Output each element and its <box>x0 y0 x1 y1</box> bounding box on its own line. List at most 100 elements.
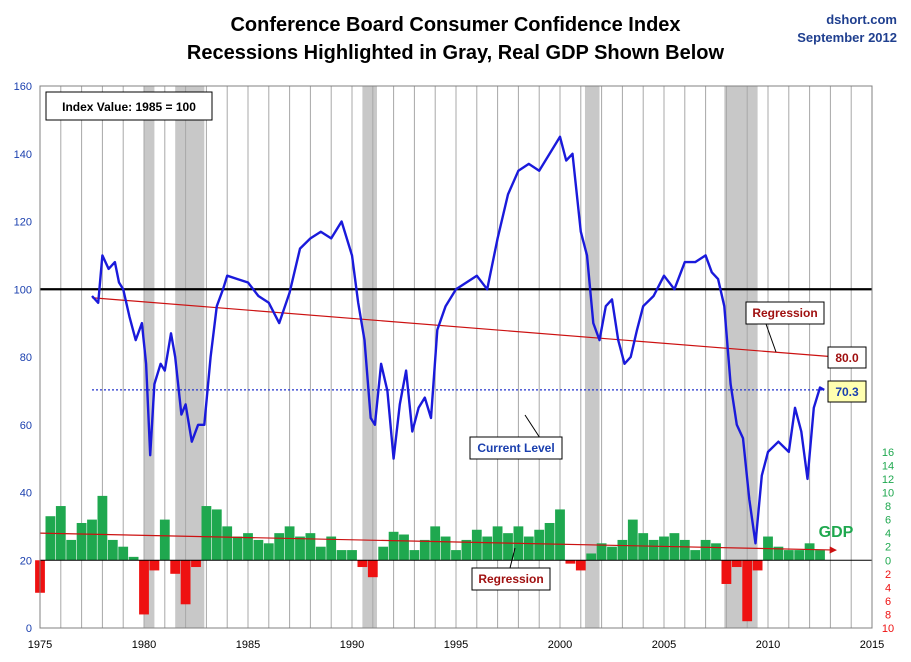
x-tick-label: 2000 <box>548 639 572 651</box>
recession-band <box>584 86 600 628</box>
gdp-bar-positive <box>45 516 56 561</box>
gdp-bar-positive <box>253 539 264 561</box>
gdp-bar-positive <box>690 550 701 561</box>
plot-frame <box>39 85 873 629</box>
gdp-bar-negative <box>575 560 586 571</box>
gdp-bar-positive <box>773 546 784 561</box>
y-tick-label-left: 140 <box>14 149 32 161</box>
gdp-bar-positive <box>815 550 825 561</box>
gdp-bar-negative <box>139 560 149 615</box>
gdp-bar-positive <box>679 539 690 561</box>
gdp-bar-negative <box>367 560 378 578</box>
gdp-bar-positive <box>76 522 87 561</box>
gdp-bar-positive <box>617 539 628 561</box>
gdp-bar-positive <box>419 539 430 561</box>
source-label: dshort.com <box>826 12 897 27</box>
gdp-bar-positive <box>118 546 129 561</box>
recession-band <box>144 86 155 628</box>
gdp-bar-positive <box>66 539 77 561</box>
gdp-tick-label-negative: 6 <box>885 596 891 608</box>
gdp-bar-positive <box>503 533 513 561</box>
x-tick-label: 1975 <box>28 639 52 651</box>
gdp-bar-positive <box>555 509 565 561</box>
gdp-bar-positive <box>97 495 108 561</box>
gdp-bar-positive <box>794 550 805 561</box>
regression-callout-bottom: Regression <box>471 547 551 591</box>
gdp-bar-positive <box>659 536 669 561</box>
gdp-tick-label-positive: 8 <box>885 501 891 513</box>
gdp-bar-negative <box>721 560 732 584</box>
gdp-bar-positive <box>305 533 316 561</box>
gdp-bar-positive <box>388 531 399 561</box>
gdp-bar-positive <box>87 519 97 561</box>
regression-callout-top: Regression <box>745 301 825 353</box>
y-tick-label-left: 40 <box>20 488 32 500</box>
gdp-tick-label-negative: 8 <box>885 609 891 621</box>
y-tick-label-left: 120 <box>14 217 32 229</box>
gdp-bar-positive <box>648 539 659 561</box>
regression-value-text: 80.0 <box>835 351 859 365</box>
gdp-bar-negative <box>357 560 368 568</box>
gdp-bar-positive <box>451 550 461 561</box>
gdp-bar-negative <box>149 560 160 571</box>
gdp-tick-label-negative: 4 <box>885 582 891 594</box>
date-label: September 2012 <box>797 30 897 45</box>
gdp-bar-positive <box>638 533 649 561</box>
x-tick-label: 1980 <box>132 639 156 651</box>
gdp-bar-negative <box>565 560 576 564</box>
axes <box>39 85 873 629</box>
y-tick-label-left: 100 <box>14 284 32 296</box>
gdp-bar-positive <box>399 534 409 561</box>
gdp-bar-positive <box>596 543 607 561</box>
x-tick-label: 2010 <box>756 639 780 651</box>
gdp-bar-positive <box>534 529 545 561</box>
gdp-bar-positive <box>409 550 420 561</box>
gdp-bar-positive <box>201 506 212 561</box>
x-tick-label: 1990 <box>340 639 364 651</box>
gdp-bar-negative <box>752 560 763 571</box>
gdp-bar-negative <box>742 560 753 622</box>
gdp-bar-positive <box>627 519 638 561</box>
gdp-bar-positive <box>326 536 337 561</box>
recession-bands <box>144 86 758 628</box>
current-level-text: Current Level <box>477 441 554 455</box>
y-tick-label-left: 160 <box>14 81 32 93</box>
gdp-bar-positive <box>128 556 139 561</box>
gdp-bar-negative <box>170 560 181 574</box>
y-tick-label-left: 60 <box>20 420 32 432</box>
cci-line <box>91 135 825 545</box>
gdp-tick-label-positive: 10 <box>882 488 894 500</box>
gdp-bar-positive <box>586 553 597 561</box>
gdp-regression-line <box>39 532 837 554</box>
gdp-bar-positive <box>211 509 222 561</box>
gdp-bar-positive <box>523 536 534 561</box>
cci-line-group <box>91 135 825 545</box>
gdp-tick-label-positive: 4 <box>885 528 891 540</box>
gdp-bar-positive <box>461 539 472 561</box>
gdp-tick-label-positive: 0 <box>885 555 891 567</box>
gdp-bar-positive <box>159 519 170 561</box>
x-tick-label: 2015 <box>860 639 884 651</box>
recession-band <box>724 86 758 628</box>
gdp-bar-positive <box>222 526 233 561</box>
chart-title-line-2: Recessions Highlighted in Gray, Real GDP… <box>186 42 725 64</box>
gdp-bar-positive <box>284 526 295 561</box>
gdp-bar-positive <box>295 536 305 561</box>
gdp-bar-positive <box>430 526 441 561</box>
y-tick-label-left: 0 <box>26 623 32 635</box>
index-note-box: Index Value: 1985 = 100 <box>45 91 213 121</box>
regression-bottom-text: Regression <box>478 572 543 586</box>
chart-title-line-1: Conference Board Consumer Confidence Ind… <box>230 14 681 36</box>
tick-labels: 1975 1980 1985 1990 1995 2000 2005 2010 20150204… <box>14 81 894 651</box>
x-tick-label: 2005 <box>652 639 676 651</box>
gdp-bar-positive <box>243 533 253 561</box>
gdp-bar-positive <box>263 543 274 561</box>
gdp-tick-label-negative: 10 <box>882 623 894 635</box>
gdp-bar-positive <box>804 543 815 561</box>
gdp-tick-label-negative: 2 <box>885 569 891 581</box>
gdp-tick-label-positive: 14 <box>882 460 894 472</box>
gdp-label-text: GDP <box>819 524 854 541</box>
gdp-label: GDP <box>819 524 854 541</box>
gdp-bar-positive <box>315 546 326 561</box>
